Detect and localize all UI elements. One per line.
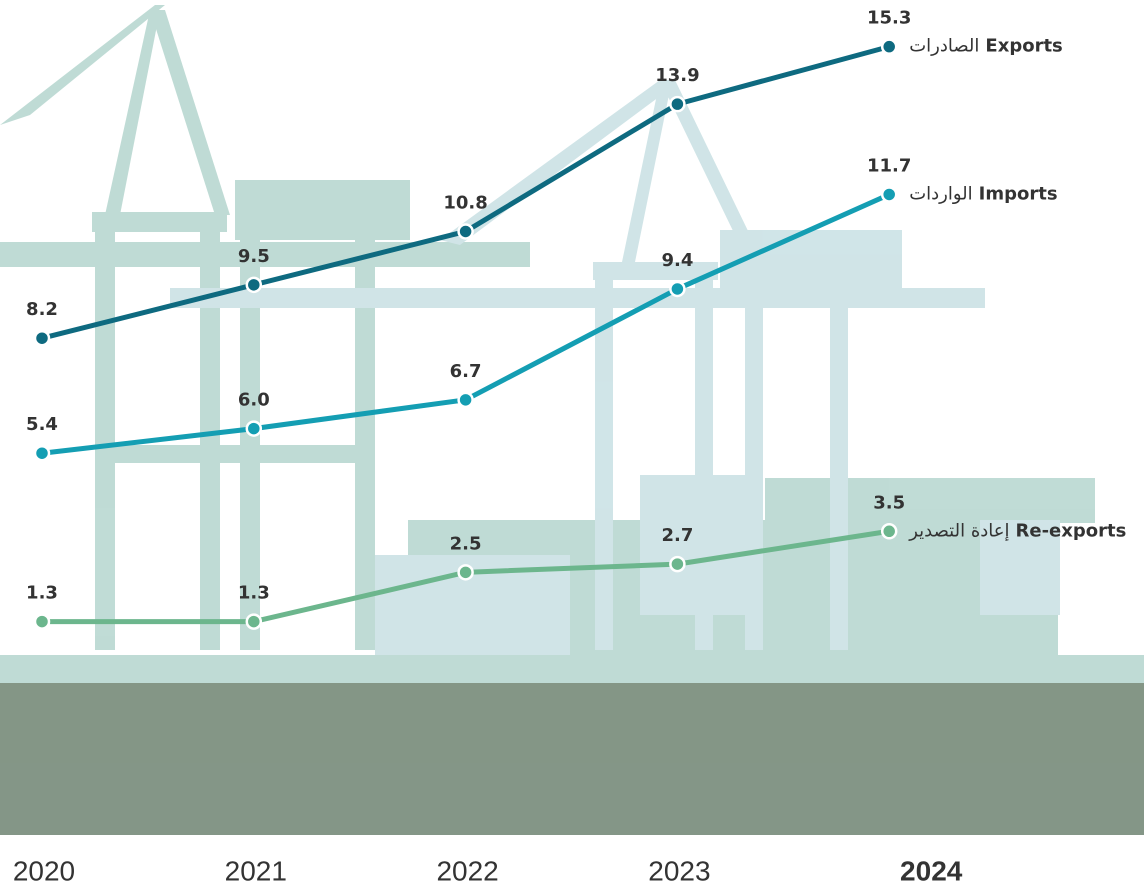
point — [245, 613, 263, 630]
point — [457, 223, 474, 240]
data-label: 9.5 — [238, 246, 270, 267]
legend-name-ar: الصادرات — [909, 36, 979, 57]
legend-name-ar: إعادة التصدير — [908, 520, 1009, 541]
legend-label: الواردات Imports — [909, 183, 1057, 204]
x-tick-label: 2023 — [648, 855, 710, 886]
point — [669, 280, 686, 298]
x-tick-label: 2020 — [13, 855, 75, 886]
point — [880, 523, 898, 540]
data-label: 10.8 — [443, 192, 487, 213]
legend-name: Exports — [985, 36, 1062, 57]
data-label: 6.7 — [450, 361, 482, 382]
x-tick-label: 2022 — [436, 855, 498, 886]
data-label: 3.5 — [873, 492, 905, 513]
legend-label: الصادرات Exports — [909, 36, 1063, 57]
data-label: 11.7 — [867, 155, 911, 176]
legend-label: إعادة التصدير Re-exports — [908, 520, 1126, 541]
data-label: 13.9 — [655, 65, 699, 86]
point — [457, 564, 474, 581]
point — [245, 276, 263, 294]
point — [669, 555, 686, 573]
data-label: 6.0 — [238, 390, 270, 411]
background-illustration — [0, 5, 1144, 835]
point — [33, 444, 51, 462]
point — [245, 420, 263, 437]
point — [880, 38, 898, 55]
x-tick-label: 2024 — [900, 855, 963, 886]
legend-name: Imports — [979, 183, 1058, 204]
data-label: 8.2 — [26, 299, 58, 320]
data-label: 9.4 — [661, 250, 693, 271]
data-label: 2.5 — [450, 533, 482, 554]
data-label: 1.3 — [238, 583, 270, 604]
point — [457, 391, 474, 409]
point — [880, 186, 898, 203]
point — [33, 613, 51, 630]
data-label: 15.3 — [867, 8, 911, 29]
data-label: 5.4 — [26, 414, 58, 435]
data-label: 1.3 — [26, 583, 58, 604]
point — [669, 95, 686, 113]
point — [33, 329, 51, 347]
x-tick-label: 2021 — [225, 855, 287, 886]
legend-name: Re-exports — [1016, 520, 1127, 541]
legend-name-ar: الواردات — [909, 183, 972, 204]
data-label: 2.7 — [661, 525, 693, 546]
